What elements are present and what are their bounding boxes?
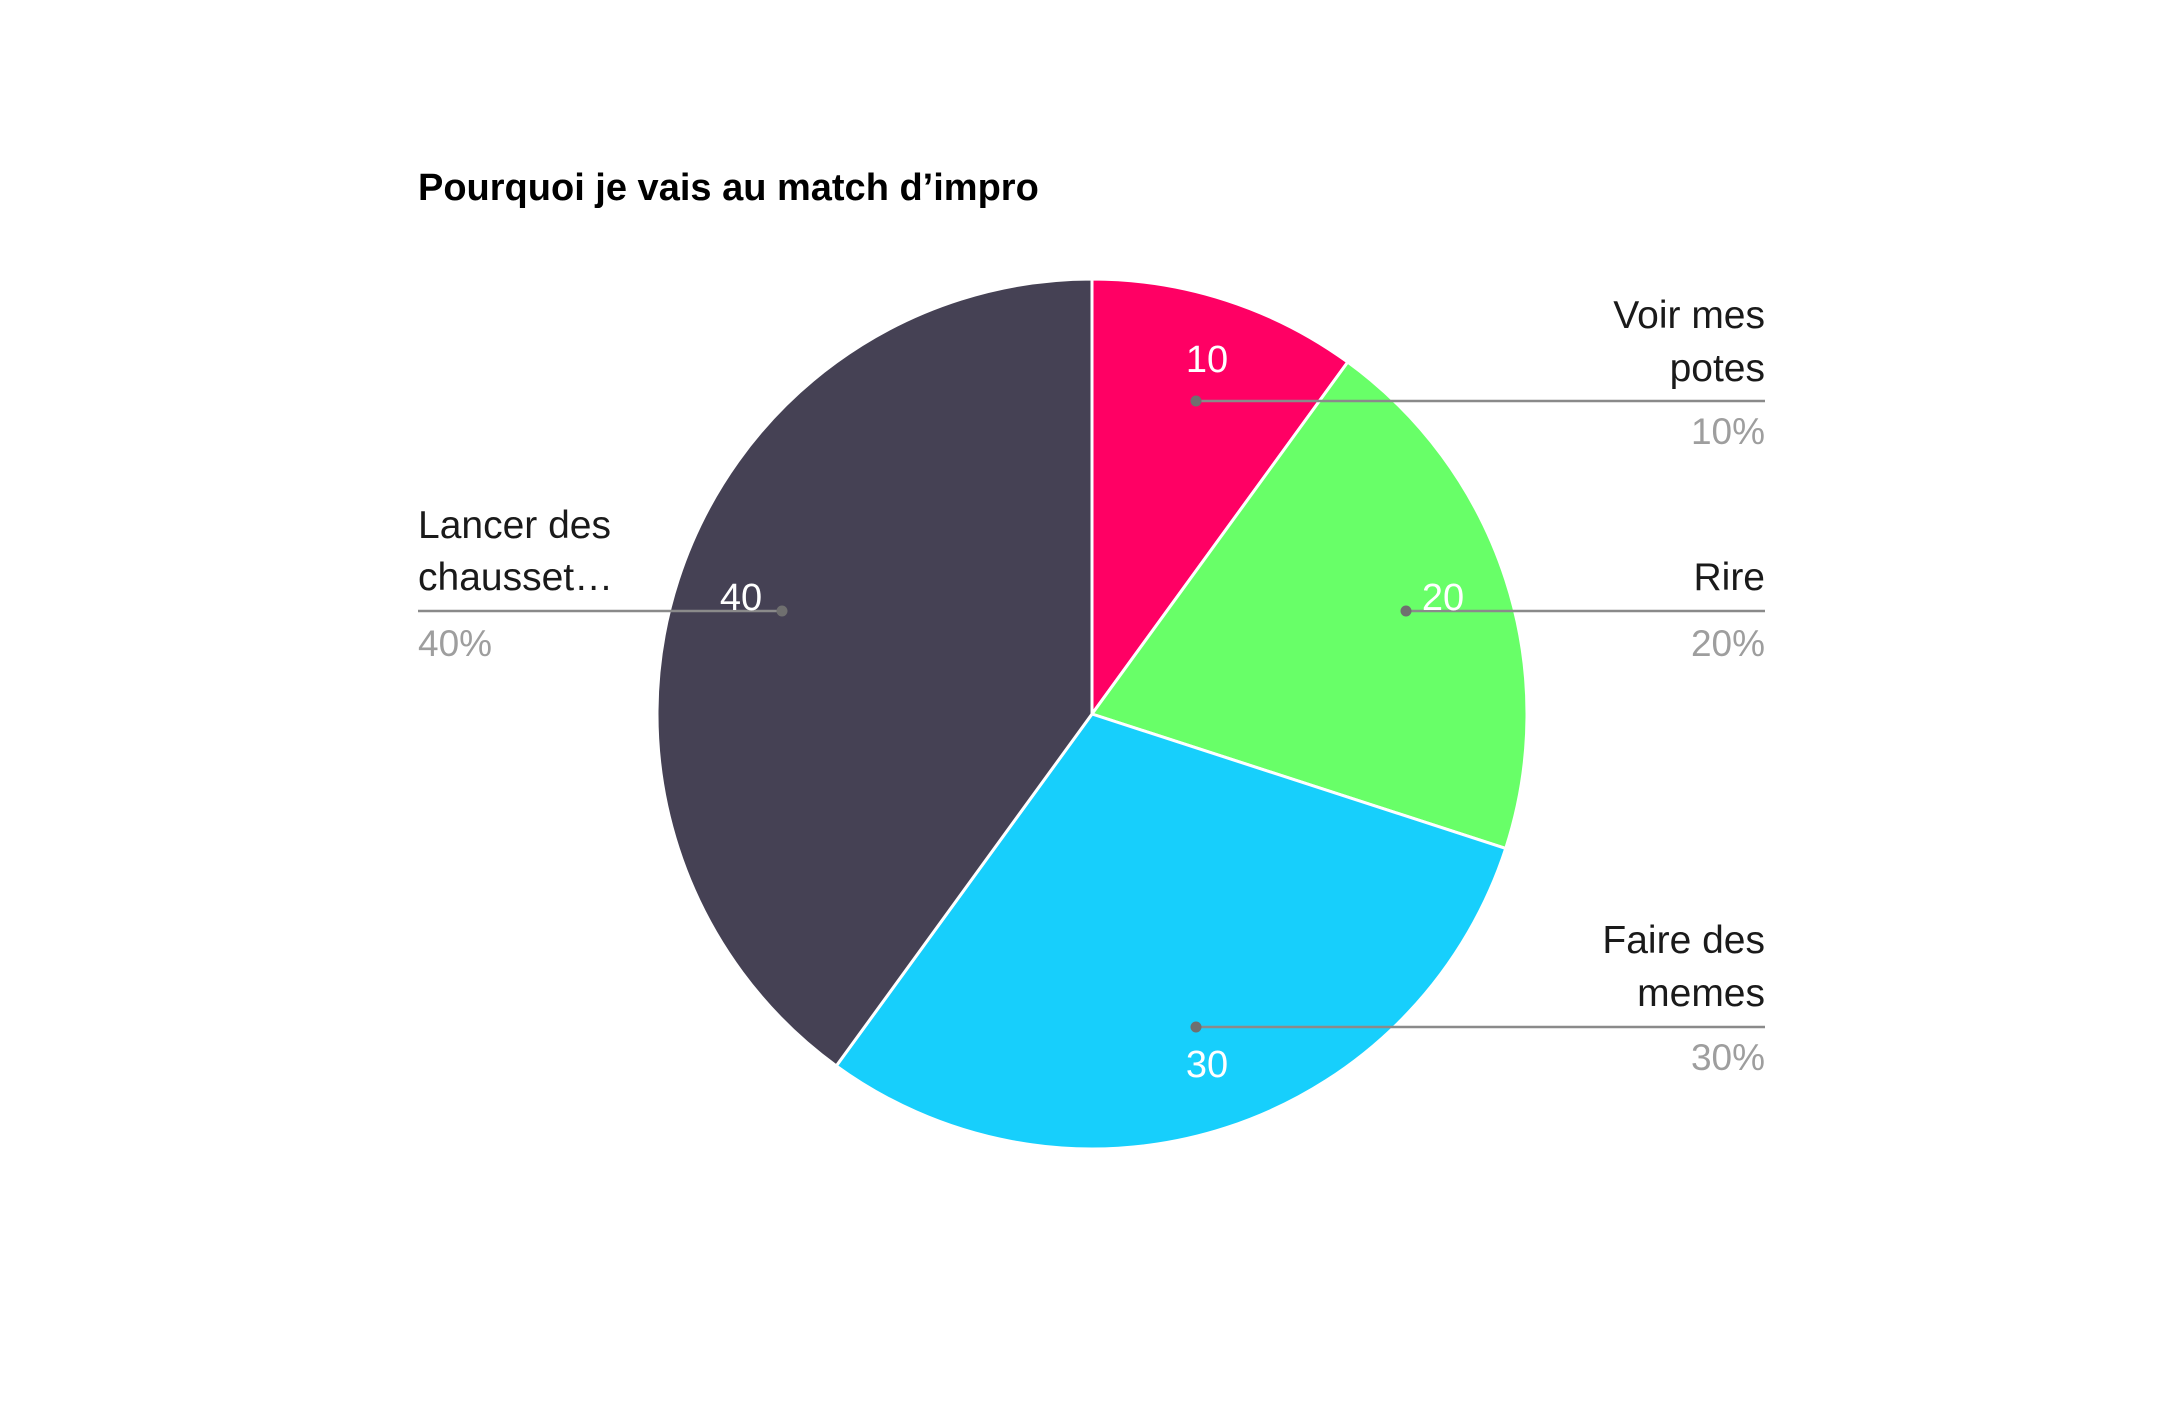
leader-dot-faire-des-memes <box>1190 1021 1202 1033</box>
leader-dot-voir-mes-potes <box>1190 395 1202 407</box>
percent-label-faire-des-memes: 30% <box>1691 1037 1765 1078</box>
slice-value-label-lancer-des-chausset: 40 <box>720 577 762 619</box>
category-label-voir-mes-potes-line-1: Voir mes <box>1613 294 1765 337</box>
category-label-faire-des-memes-line-2: memes <box>1637 972 1765 1015</box>
chart-title: Pourquoi je vais au match d’impro <box>418 167 1039 209</box>
category-label-lancer-des-chausset-line-1: Lancer des <box>418 504 611 547</box>
percent-label-voir-mes-potes: 10% <box>1691 411 1765 452</box>
leader-dot-rire <box>1400 605 1412 617</box>
pie-slice-rire <box>1089 359 1529 851</box>
slice-labels: 10 Voir mes potes 10% 20 Rire 20% 30 Faire des me… <box>418 294 1765 1086</box>
leader-lines <box>418 395 1765 1033</box>
category-label-rire-line-1: Rire <box>1693 556 1765 599</box>
pie-slice-voir-mes-potes <box>1090 277 1350 719</box>
percent-label-rire: 20% <box>1691 623 1765 664</box>
slice-value-label-faire-des-memes: 30 <box>1186 1044 1228 1086</box>
category-label-faire-des-memes-line-1: Faire des <box>1602 919 1765 962</box>
slice-value-label-rire: 20 <box>1422 577 1464 619</box>
leader-dot-lancer-des-chausset <box>776 605 788 617</box>
pie-slice-lancer-des-chausset <box>655 277 1094 1069</box>
pie-slices <box>655 277 1529 1151</box>
slice-value-label-voir-mes-potes: 10 <box>1186 339 1228 381</box>
category-label-voir-mes-potes-line-2: potes <box>1670 347 1765 390</box>
percent-label-lancer-des-chausset: 40% <box>418 623 492 664</box>
pie-slice-faire-des-memes <box>834 712 1508 1151</box>
category-label-lancer-des-chausset-line-2: chausset… <box>418 556 613 599</box>
